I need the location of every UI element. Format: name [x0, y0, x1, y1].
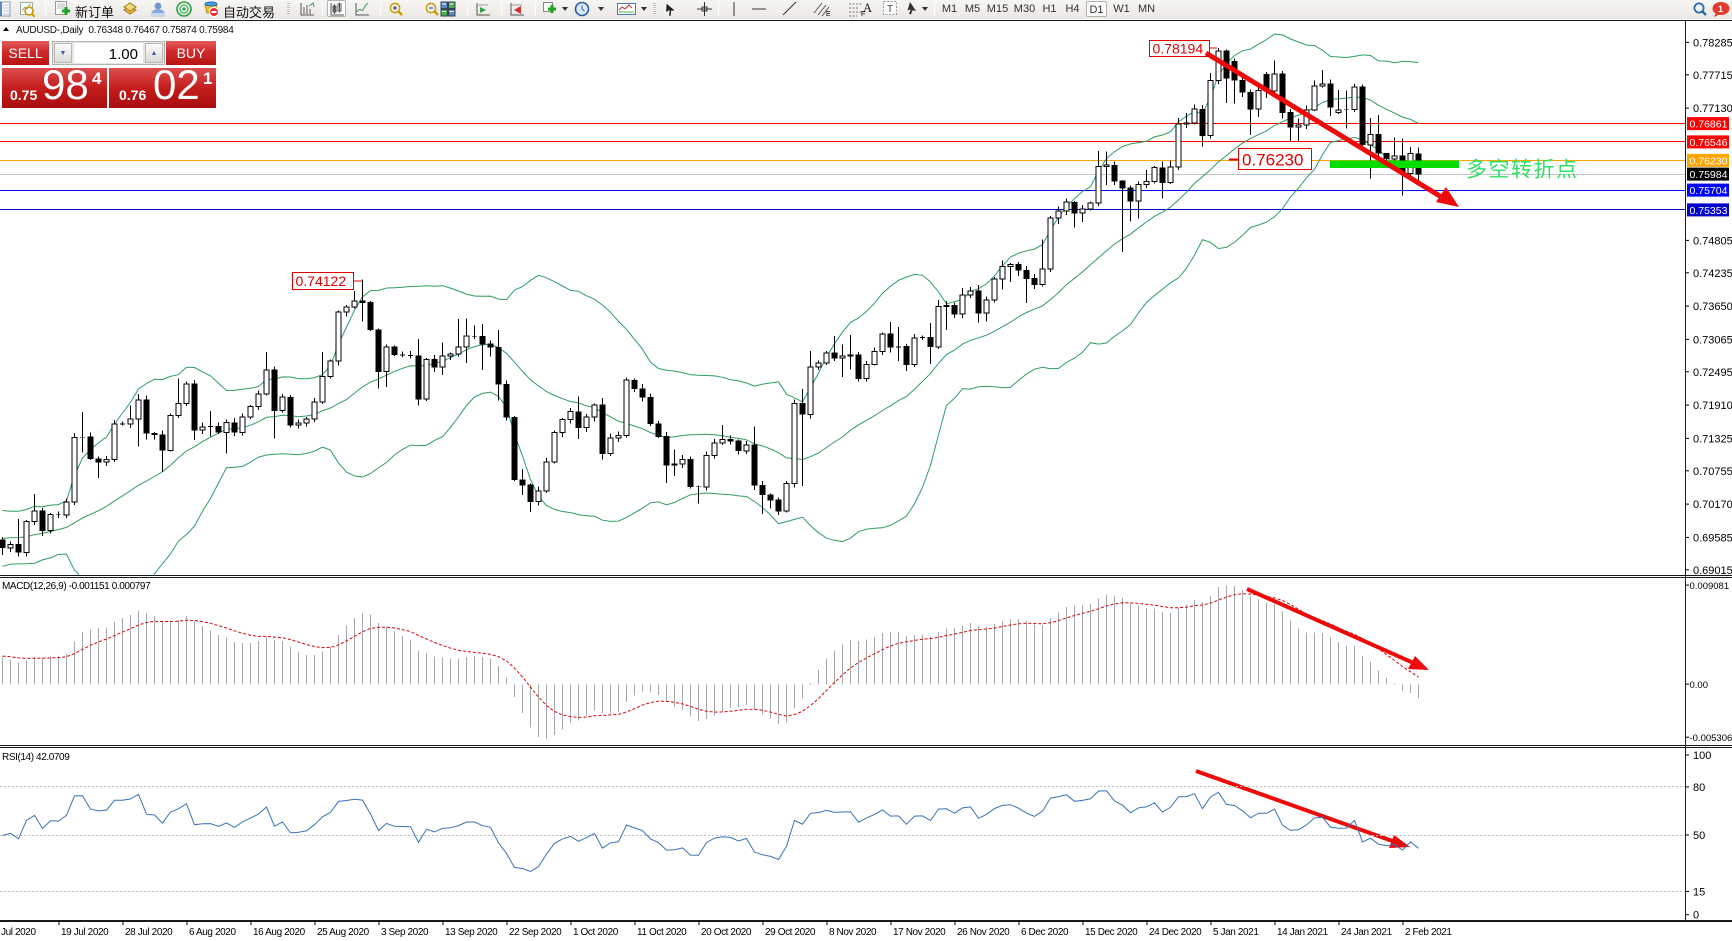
- svg-text:0.76546: 0.76546: [1690, 137, 1728, 149]
- svg-text:100: 100: [1693, 750, 1711, 762]
- svg-text:0.73650: 0.73650: [1693, 301, 1732, 313]
- svg-text:AUDUSD-,Daily 0.76348 0.76467: AUDUSD-,Daily 0.76348 0.76467 0.75874 0.…: [16, 25, 234, 36]
- svg-text:0.74805: 0.74805: [1693, 235, 1732, 247]
- svg-text:50: 50: [1693, 830, 1705, 842]
- svg-text:3 Sep 2020: 3 Sep 2020: [381, 927, 429, 938]
- svg-text:0.70170: 0.70170: [1693, 499, 1732, 511]
- svg-text:0.76861: 0.76861: [1690, 119, 1728, 131]
- svg-text:15: 15: [1693, 886, 1705, 898]
- svg-text:0.70755: 0.70755: [1693, 466, 1732, 478]
- svg-text:17 Nov 2020: 17 Nov 2020: [893, 927, 946, 938]
- svg-text:0.78194: 0.78194: [1153, 41, 1204, 57]
- svg-text:16 Aug 2020: 16 Aug 2020: [253, 927, 306, 938]
- svg-text:0.78285: 0.78285: [1693, 37, 1732, 49]
- svg-text:6 Dec 2020: 6 Dec 2020: [1021, 927, 1069, 938]
- svg-text:Jul 2020: Jul 2020: [1, 927, 36, 938]
- svg-text:0: 0: [1693, 910, 1699, 922]
- svg-text:19 Jul 2020: 19 Jul 2020: [61, 927, 109, 938]
- svg-text:0.75704: 0.75704: [1690, 185, 1728, 197]
- svg-text:0.75353: 0.75353: [1690, 205, 1728, 217]
- svg-text:0.74122: 0.74122: [296, 273, 347, 289]
- svg-text:T: T: [887, 4, 893, 15]
- svg-text:0.76230: 0.76230: [1690, 155, 1728, 167]
- svg-text:15 Dec 2020: 15 Dec 2020: [1085, 927, 1138, 938]
- svg-text:E: E: [826, 11, 831, 17]
- svg-text:-0.005306: -0.005306: [1690, 733, 1732, 744]
- svg-text:0.76230: 0.76230: [1242, 151, 1303, 170]
- svg-text:20 Oct 2020: 20 Oct 2020: [701, 927, 752, 938]
- svg-text:22 Sep 2020: 22 Sep 2020: [509, 927, 562, 938]
- svg-text:多空转折点: 多空转折点: [1466, 159, 1579, 182]
- svg-text:2 Feb 2021: 2 Feb 2021: [1405, 927, 1452, 938]
- svg-text:13 Sep 2020: 13 Sep 2020: [445, 927, 498, 938]
- svg-text:0.77130: 0.77130: [1693, 103, 1732, 115]
- svg-text:80: 80: [1693, 782, 1705, 794]
- svg-text:0.00: 0.00: [1690, 680, 1709, 691]
- svg-text:29 Oct 2020: 29 Oct 2020: [765, 927, 816, 938]
- svg-text:24 Jan 2021: 24 Jan 2021: [1341, 927, 1392, 938]
- svg-text:8 Nov 2020: 8 Nov 2020: [829, 927, 877, 938]
- svg-text:24 Dec 2020: 24 Dec 2020: [1149, 927, 1202, 938]
- svg-text:0.75984: 0.75984: [1690, 169, 1728, 181]
- svg-text:0.009081: 0.009081: [1690, 581, 1730, 592]
- svg-text:F: F: [861, 11, 865, 17]
- svg-text:0.73065: 0.73065: [1693, 334, 1732, 346]
- svg-text:0.72495: 0.72495: [1693, 367, 1732, 379]
- svg-text:6 Aug 2020: 6 Aug 2020: [189, 927, 236, 938]
- svg-text:28 Jul 2020: 28 Jul 2020: [125, 927, 173, 938]
- svg-text:11 Oct 2020: 11 Oct 2020: [637, 927, 687, 938]
- svg-text:25 Aug 2020: 25 Aug 2020: [317, 927, 370, 938]
- svg-text:1 Oct 2020: 1 Oct 2020: [573, 927, 619, 938]
- svg-text:26 Nov 2020: 26 Nov 2020: [957, 927, 1010, 938]
- svg-text:0.69015: 0.69015: [1693, 565, 1732, 577]
- svg-text:0.74235: 0.74235: [1693, 268, 1732, 280]
- svg-text:5 Jan 2021: 5 Jan 2021: [1213, 927, 1259, 938]
- svg-text:MACD(12,26,9) -0.001151 0.0007: MACD(12,26,9) -0.001151 0.000797: [2, 581, 151, 592]
- svg-text:0.71325: 0.71325: [1693, 433, 1732, 445]
- svg-text:RSI(14) 42.0709: RSI(14) 42.0709: [2, 752, 70, 763]
- svg-text:14 Jan 2021: 14 Jan 2021: [1277, 927, 1328, 938]
- svg-text:1: 1: [1718, 4, 1723, 14]
- svg-text:0.77715: 0.77715: [1693, 70, 1732, 82]
- svg-text:0.69585: 0.69585: [1693, 532, 1732, 544]
- svg-text:0.71910: 0.71910: [1693, 400, 1732, 412]
